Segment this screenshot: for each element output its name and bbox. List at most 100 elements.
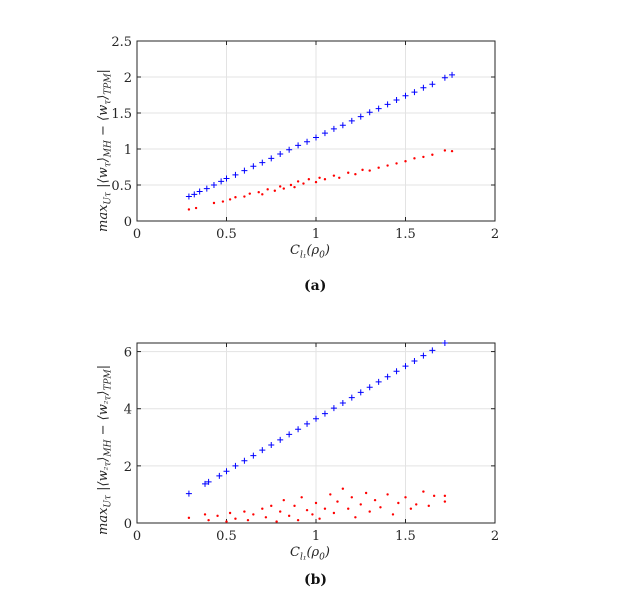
data-point-dot [207,518,210,522]
data-point-plus [259,447,266,454]
data-point-dot [332,511,336,515]
data-point-plus [202,480,209,487]
data-point-plus [277,436,284,443]
data-point-plus [205,478,212,485]
caption-a: (a) [304,278,327,294]
data-point-dot [279,510,282,513]
series-1-red-dots [187,149,454,211]
data-point-plus [375,105,382,112]
data-point-dot [391,513,395,516]
data-point-dot [248,192,251,195]
data-point-dot [305,508,309,512]
data-point-dot [318,176,321,179]
data-point-dot [194,206,198,210]
data-point-plus [185,193,192,200]
data-point-plus [441,74,448,81]
data-point-plus [259,159,266,166]
series-1-red-dots [187,487,447,523]
caption-b: (b) [304,572,328,588]
data-point-dot [373,498,377,502]
data-point-plus [313,415,319,422]
data-point-plus [250,163,257,170]
data-point-dot [282,187,285,190]
data-point-plus [429,81,436,88]
data-point-dot [270,504,273,508]
data-point-plus [286,431,293,438]
data-point-plus [185,490,192,497]
data-point-plus [384,373,391,380]
data-point-plus [223,468,230,475]
data-point-dot [359,503,362,506]
data-point-dot [341,487,345,490]
data-point-plus [304,420,311,427]
x-tick-label: 0.5 [216,227,237,242]
x-tick-label: 1.5 [395,529,416,544]
data-point-dot [228,198,232,201]
data-point-plus [196,188,203,195]
data-point-dot [261,507,264,510]
y-tick-label: 2 [124,71,132,86]
data-point-dot [246,518,250,522]
data-point-dot [257,191,260,194]
data-point-dot [266,188,269,191]
data-point-dot [350,496,353,499]
data-point-dot [364,491,368,495]
data-point-plus [366,109,373,116]
data-point-dot [293,504,296,508]
data-point-plus [210,182,217,188]
data-point-dot [368,510,371,513]
data-point-dot [450,149,454,153]
data-point-dot [386,493,389,496]
y-tick-label: 2.5 [111,35,132,50]
data-point-plus [366,384,373,391]
data-point-plus [277,151,284,158]
data-point-plus [223,175,230,182]
data-point-dot [221,200,225,203]
data-point-dot [443,149,447,152]
data-point-dot [347,171,350,174]
series-0-blue-plus [185,340,448,497]
data-point-plus [241,167,248,174]
data-point-plus [218,178,225,185]
x-tick-label: 1 [312,529,320,544]
data-point-plus [420,84,427,91]
data-point-dot [404,496,407,499]
data-point-dot [338,176,341,179]
data-point-dot [354,516,357,519]
data-point-plus [393,97,400,104]
x-tick-label: 1.5 [395,227,416,242]
data-point-dot [275,520,278,523]
data-point-dot [368,169,371,172]
data-point-dot [361,168,364,172]
x-tick-label: 1 [312,227,320,242]
data-point-dot [415,503,418,506]
data-point-dot [302,182,305,185]
data-point-dot [287,514,291,518]
y-tick-label: 2 [124,460,132,475]
data-point-dot [300,496,303,499]
data-point-plus [402,92,409,99]
data-point-dot [422,155,425,159]
data-point-dot [212,201,216,205]
chart-panel-0: 0 0.5 1 1.5 2 0 0.5 1 1.5 2 2.5 [111,35,499,242]
data-point-plus [268,155,275,162]
data-point-dot [443,494,447,498]
data-point-dot [225,520,228,523]
data-point-plus [402,363,409,370]
y-tick-label: 6 [124,346,132,361]
data-point-dot [314,180,318,184]
data-point-dot [377,166,380,169]
data-point-plus [348,117,355,124]
data-point-plus [250,452,257,459]
data-point-dot [243,195,246,198]
data-point-dot [379,506,382,509]
data-point-dot [296,180,300,183]
data-point-plus [191,191,198,198]
data-point-plus [304,138,311,145]
data-point-plus [321,130,328,137]
data-point-plus [216,472,223,479]
data-point-plus [420,352,427,359]
data-point-plus [441,340,448,346]
data-point-dot [311,513,314,516]
